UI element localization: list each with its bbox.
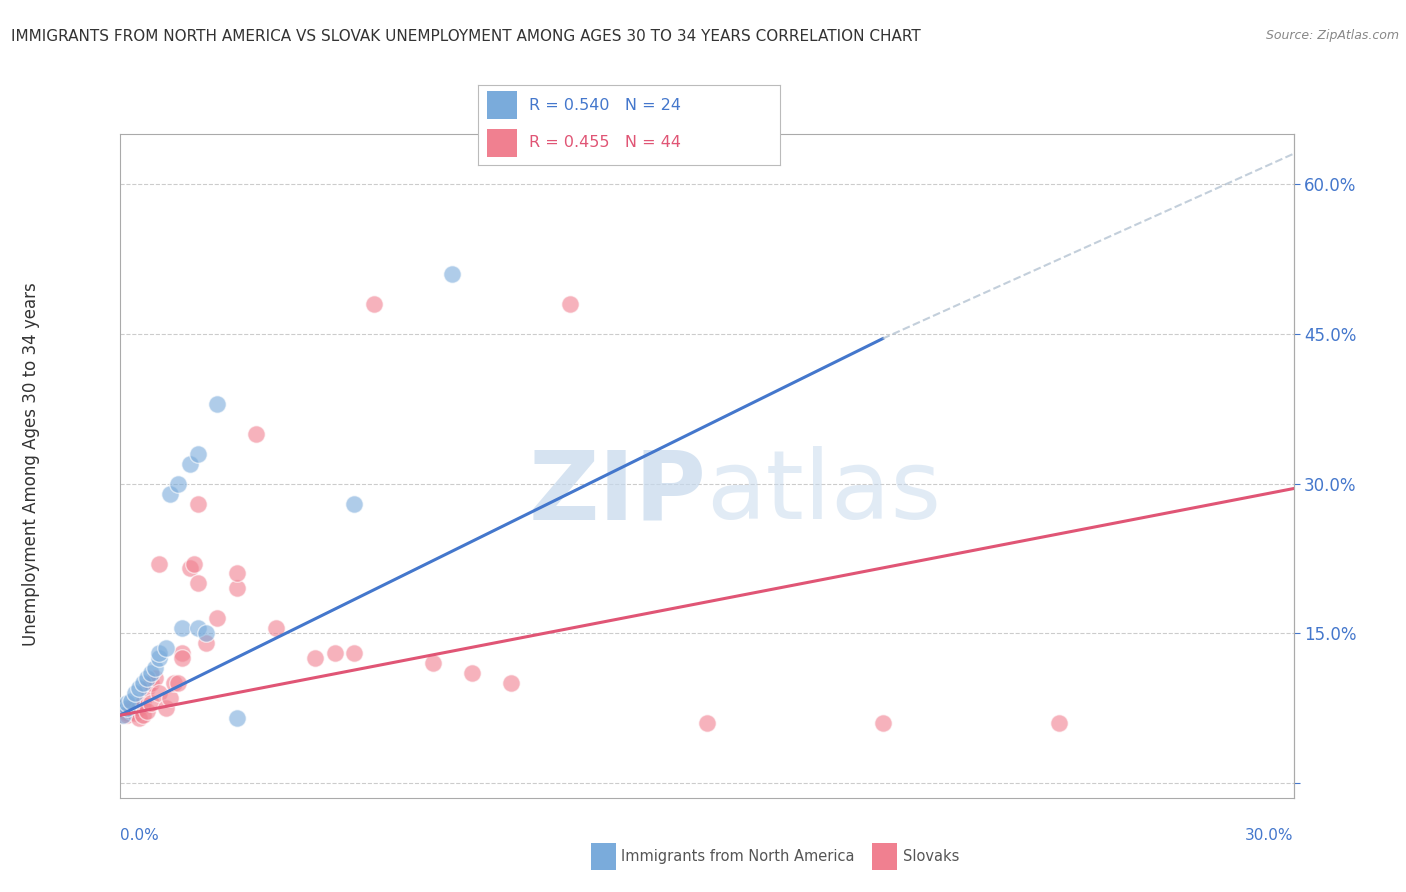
Point bbox=[112, 708, 135, 723]
Point bbox=[187, 576, 209, 591]
Point bbox=[225, 711, 249, 725]
Point bbox=[323, 647, 346, 661]
Bar bbox=[486, 91, 517, 120]
Point bbox=[143, 661, 166, 675]
Text: R = 0.540   N = 24: R = 0.540 N = 24 bbox=[530, 98, 682, 112]
Point bbox=[460, 666, 484, 681]
Point bbox=[155, 641, 177, 656]
Point bbox=[117, 697, 139, 711]
Point bbox=[117, 708, 139, 723]
Point bbox=[363, 296, 385, 310]
Point bbox=[187, 622, 209, 636]
Point bbox=[143, 672, 166, 686]
Point bbox=[343, 647, 366, 661]
Point bbox=[194, 636, 217, 650]
Point bbox=[225, 582, 249, 596]
Text: Immigrants from North America: Immigrants from North America bbox=[621, 849, 855, 863]
Point bbox=[304, 651, 326, 665]
Point bbox=[112, 708, 135, 723]
Point bbox=[167, 676, 190, 690]
Point bbox=[172, 622, 194, 636]
Point bbox=[343, 497, 366, 511]
Point bbox=[120, 705, 142, 719]
Point bbox=[172, 647, 194, 661]
Point bbox=[148, 647, 170, 661]
Point bbox=[264, 622, 287, 636]
Point bbox=[132, 697, 155, 711]
Point bbox=[128, 681, 150, 696]
Text: IMMIGRANTS FROM NORTH AMERICA VS SLOVAK UNEMPLOYMENT AMONG AGES 30 TO 34 YEARS C: IMMIGRANTS FROM NORTH AMERICA VS SLOVAK … bbox=[11, 29, 921, 44]
Point bbox=[1047, 716, 1070, 731]
Point bbox=[163, 676, 186, 690]
Point bbox=[148, 686, 170, 700]
Point bbox=[179, 561, 201, 575]
Point bbox=[159, 691, 181, 706]
Text: Source: ZipAtlas.com: Source: ZipAtlas.com bbox=[1265, 29, 1399, 42]
Point bbox=[135, 672, 157, 686]
Point bbox=[441, 267, 464, 281]
Point bbox=[207, 396, 229, 410]
Point bbox=[422, 657, 444, 671]
Point bbox=[132, 676, 155, 690]
Text: 30.0%: 30.0% bbox=[1246, 828, 1294, 843]
Point bbox=[135, 705, 157, 719]
Point bbox=[139, 697, 162, 711]
Point bbox=[148, 651, 170, 665]
Text: Slovaks: Slovaks bbox=[903, 849, 959, 863]
Point bbox=[187, 446, 209, 460]
Point bbox=[172, 651, 194, 665]
Point bbox=[135, 681, 157, 696]
Point bbox=[167, 476, 190, 491]
Point bbox=[120, 694, 142, 708]
Point bbox=[245, 426, 267, 441]
Point bbox=[139, 676, 162, 690]
Point bbox=[124, 686, 146, 700]
Point bbox=[194, 626, 217, 640]
Point bbox=[225, 566, 249, 581]
Point bbox=[558, 296, 581, 310]
Point bbox=[696, 716, 718, 731]
Text: Unemployment Among Ages 30 to 34 years: Unemployment Among Ages 30 to 34 years bbox=[22, 282, 39, 646]
Point bbox=[207, 611, 229, 625]
Point bbox=[128, 701, 150, 715]
Point bbox=[120, 701, 142, 715]
Bar bbox=[486, 129, 517, 157]
Text: 0.0%: 0.0% bbox=[120, 828, 159, 843]
Point bbox=[128, 711, 150, 725]
Point bbox=[148, 557, 170, 571]
Point bbox=[117, 701, 139, 715]
Point bbox=[187, 497, 209, 511]
Point bbox=[159, 486, 181, 500]
Point bbox=[179, 457, 201, 471]
Point bbox=[872, 716, 894, 731]
Text: R = 0.455   N = 44: R = 0.455 N = 44 bbox=[530, 135, 682, 150]
Text: atlas: atlas bbox=[707, 446, 942, 539]
Point bbox=[139, 666, 162, 681]
Point bbox=[124, 706, 146, 721]
Point bbox=[155, 701, 177, 715]
Point bbox=[132, 708, 155, 723]
Text: ZIP: ZIP bbox=[529, 446, 707, 539]
Point bbox=[117, 706, 139, 721]
Point bbox=[499, 676, 522, 690]
Point bbox=[183, 557, 205, 571]
